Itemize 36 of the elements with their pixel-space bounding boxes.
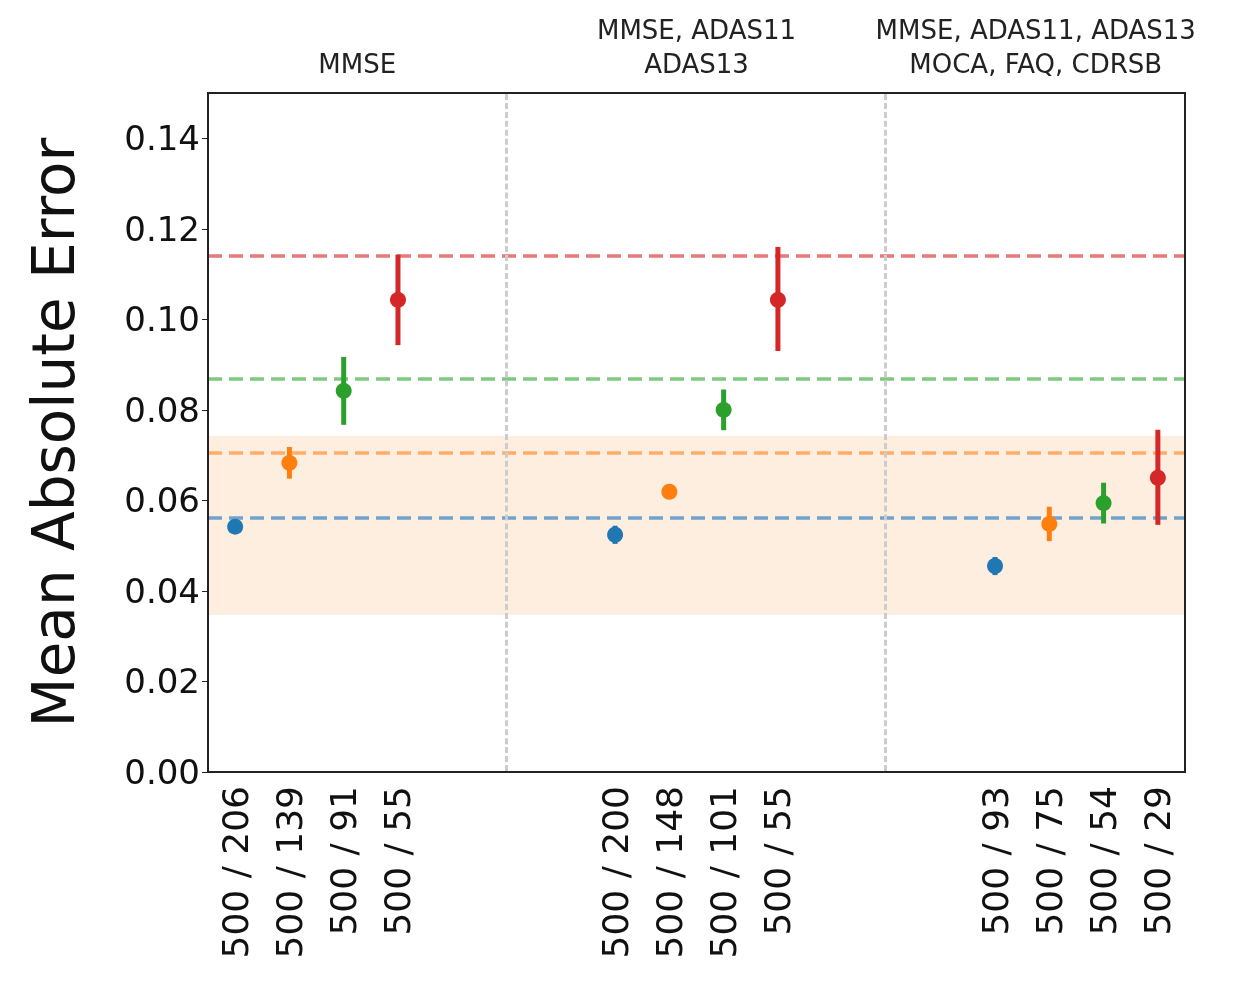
y-tick-label: 0.06 [124,480,200,521]
point [987,558,1004,575]
x-tick-label: 500 / 93 [974,786,1016,936]
y-tick-label: 0.00 [124,752,200,792]
y-tick-label: 0.10 [124,299,200,340]
x-tick-label: 500 / 200 [594,786,636,959]
point [661,483,678,500]
text: MMSE, ADAS11, ADAS13 MOCA, FAQ, CDRSB [875,15,1196,79]
x-tick-label: 500 / 101 [703,786,745,959]
y-tick-label: 0.14 [124,118,200,159]
point [1095,495,1112,512]
point [281,454,298,471]
x-tick-label: 500 / 148 [648,786,690,959]
point [1041,515,1058,532]
point [227,518,244,535]
x-tick-label: 500 / 54 [1083,786,1125,936]
x-tick-label: 500 / 206 [214,786,256,959]
y-tick-label: 0.02 [124,661,200,702]
y-tick-label: 0.12 [124,208,200,249]
x-tick-label: 500 / 75 [1028,786,1070,936]
point [607,526,624,543]
x-tick-label: 500 / 29 [1137,786,1179,936]
x-tick-label: 500 / 55 [757,786,799,936]
text: MMSE, ADAS11 ADAS13 [596,15,797,79]
point [715,401,732,418]
x-tick-label: 500 / 55 [377,786,419,936]
point [769,291,786,308]
y-tick-label: 0.08 [124,389,200,430]
text: MMSE [318,49,397,79]
y-tick-label: 0.04 [124,570,200,611]
point [389,291,406,308]
y-axis-title: Mean Absolute Error [20,137,88,728]
x-tick-label: 500 / 139 [268,786,310,959]
point [1149,469,1166,486]
x-tick-label: 500 / 91 [323,786,365,936]
point [335,382,352,399]
